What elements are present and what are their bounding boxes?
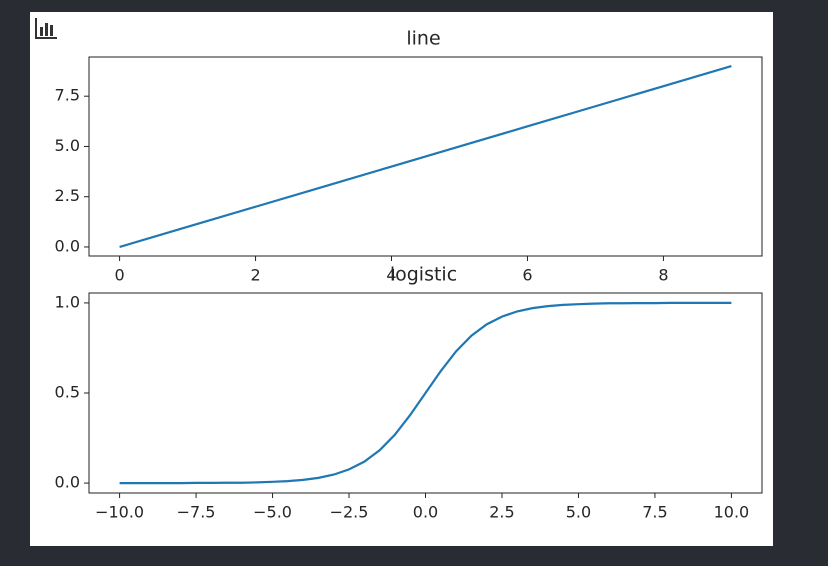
- x-tick-label: 6: [522, 266, 532, 285]
- x-tick-label: −2.5: [330, 503, 369, 522]
- x-tick-label: 0.0: [413, 503, 438, 522]
- y-tick-label: 0.0: [55, 236, 80, 255]
- figure: [30, 12, 773, 546]
- chart-title: logistic: [390, 264, 457, 286]
- x-tick-label: 7.5: [642, 503, 667, 522]
- x-tick-label: 2.5: [489, 503, 514, 522]
- x-tick-label: −10.0: [95, 503, 144, 522]
- y-tick-label: 1.0: [55, 292, 80, 311]
- y-tick-label: 0.0: [55, 473, 80, 492]
- x-tick-label: 8: [658, 266, 668, 285]
- x-tick-label: 10.0: [714, 503, 750, 522]
- chart-title: line: [406, 28, 440, 50]
- x-tick-label: 2: [250, 266, 260, 285]
- x-tick-label: 5.0: [566, 503, 591, 522]
- x-tick-label: −5.0: [253, 503, 292, 522]
- chart-icon: [35, 18, 57, 39]
- y-tick-label: 7.5: [55, 86, 80, 105]
- y-tick-label: 5.0: [55, 136, 80, 155]
- x-tick-label: 4: [386, 266, 396, 285]
- data-line: [119, 64, 732, 249]
- x-tick-label: −7.5: [177, 503, 216, 522]
- x-tick-label: 0: [114, 266, 124, 285]
- axes-frame: [88, 56, 763, 257]
- data-line: [119, 301, 732, 485]
- y-tick-label: 2.5: [55, 186, 80, 205]
- y-tick-label: 0.5: [55, 383, 80, 402]
